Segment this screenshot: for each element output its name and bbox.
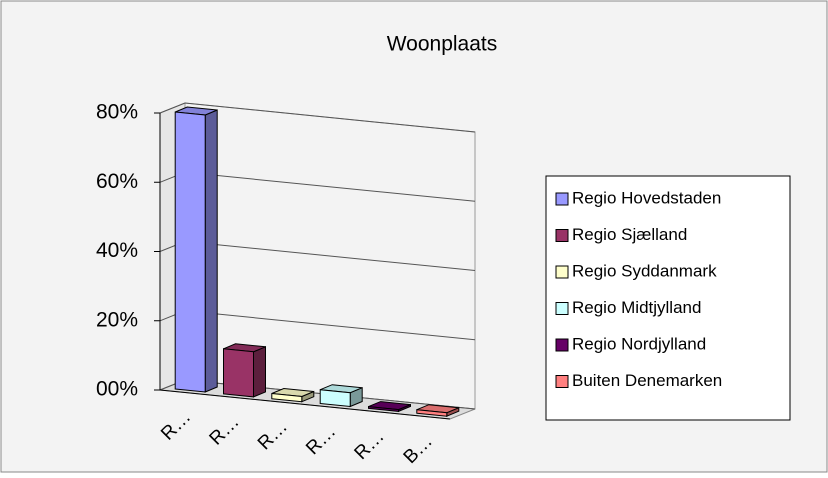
y-tick-label: 80% — [96, 101, 138, 124]
grid-line — [159, 102, 476, 133]
legend-label: Regio Midtjylland — [572, 298, 701, 317]
bar — [271, 392, 303, 403]
legend-swatch — [555, 375, 569, 388]
legend-swatch — [555, 302, 569, 315]
legend-swatch — [555, 265, 569, 279]
bar-side — [253, 346, 266, 398]
legend-label: Regio Syddanmark — [572, 261, 717, 280]
bar-side — [204, 109, 218, 393]
bar — [174, 111, 206, 393]
chart-title: Woonplaats — [387, 33, 498, 56]
legend-label: Buiten Denemarken — [572, 371, 722, 390]
legend-swatch — [555, 338, 569, 352]
x-axis — [159, 389, 451, 420]
bar — [319, 389, 351, 408]
legend-label: Regio Nordjylland — [572, 334, 706, 353]
bar — [223, 348, 254, 398]
y-tick-label: 40% — [96, 239, 138, 262]
legend-label: Regio Sjælland — [572, 225, 687, 244]
bar — [368, 406, 399, 412]
legend-swatch — [555, 192, 569, 206]
legend — [545, 175, 791, 421]
y-tick-label: 60% — [96, 170, 138, 193]
y-tick-label: 20% — [96, 308, 138, 331]
legend-label: Regio Hovedstaden — [572, 188, 721, 207]
bar — [416, 409, 448, 417]
legend-swatch — [555, 229, 569, 242]
y-tick-label: 00% — [96, 378, 138, 401]
